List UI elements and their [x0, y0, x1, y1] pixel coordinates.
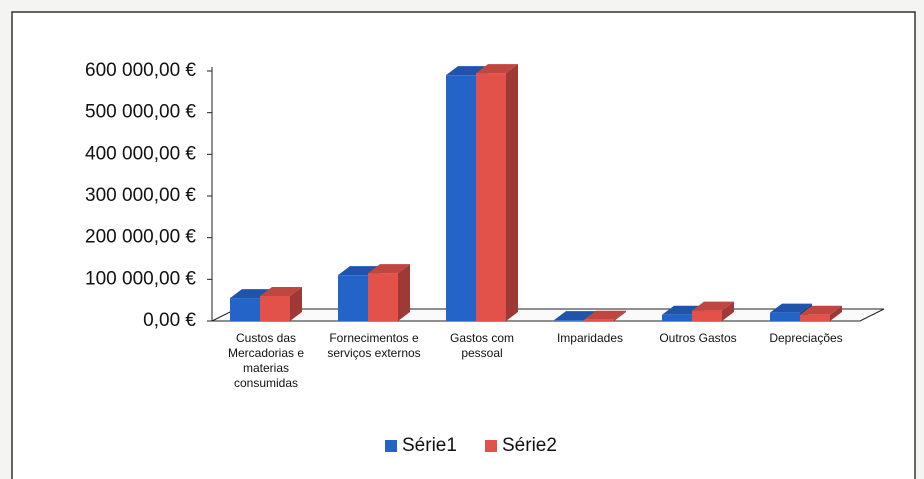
- x-tick-label: Outros Gastos: [659, 331, 737, 345]
- bar-side: [290, 287, 302, 321]
- y-tick-label: 100 000,00 €: [85, 268, 196, 289]
- bar: [584, 319, 614, 321]
- x-tick-label: Fornecimentos e serviços externos: [327, 331, 421, 360]
- bar-side: [506, 64, 518, 321]
- bar-top: [554, 311, 596, 321]
- bar-side: [830, 305, 842, 321]
- bar: [476, 73, 506, 321]
- legend-swatch: [385, 440, 397, 452]
- bar-top: [584, 310, 626, 320]
- bar: [662, 314, 692, 321]
- legend-label: Série2: [502, 435, 557, 456]
- bar: [800, 314, 830, 321]
- bar: [338, 275, 368, 321]
- y-tick-label: 0,00 €: [143, 310, 196, 331]
- y-tick-label: 400 000,00 €: [85, 143, 196, 164]
- x-tick-label: Gastos com pessoal: [449, 331, 515, 360]
- bar: [368, 273, 398, 321]
- bar: [260, 296, 290, 321]
- bar-top: [260, 287, 302, 296]
- bar: [230, 298, 260, 321]
- x-tick-label: Depreciações: [769, 331, 843, 345]
- x-tick-label: Custos das Mercadorias e materias consum…: [227, 331, 305, 390]
- bar-top: [476, 64, 518, 74]
- bar: [554, 320, 584, 321]
- legend-swatch: [485, 440, 497, 452]
- y-tick-label: 500 000,00 €: [85, 102, 196, 123]
- bar: [446, 75, 476, 322]
- bar-side: [722, 301, 734, 321]
- bar-top: [368, 264, 410, 274]
- bar-side: [614, 310, 626, 321]
- x-tick-label: Imparidades: [556, 331, 624, 345]
- bar-top: [770, 303, 812, 313]
- bar: [692, 310, 722, 321]
- bar-top: [800, 305, 842, 315]
- y-tick-label: 600 000,00 €: [85, 60, 196, 81]
- bar-side: [398, 264, 410, 321]
- y-tick-label: 300 000,00 €: [85, 185, 196, 206]
- bar: [770, 312, 800, 321]
- bar-top: [692, 301, 734, 311]
- y-tick-label: 200 000,00 €: [85, 227, 196, 248]
- legend-label: Série1: [402, 435, 457, 456]
